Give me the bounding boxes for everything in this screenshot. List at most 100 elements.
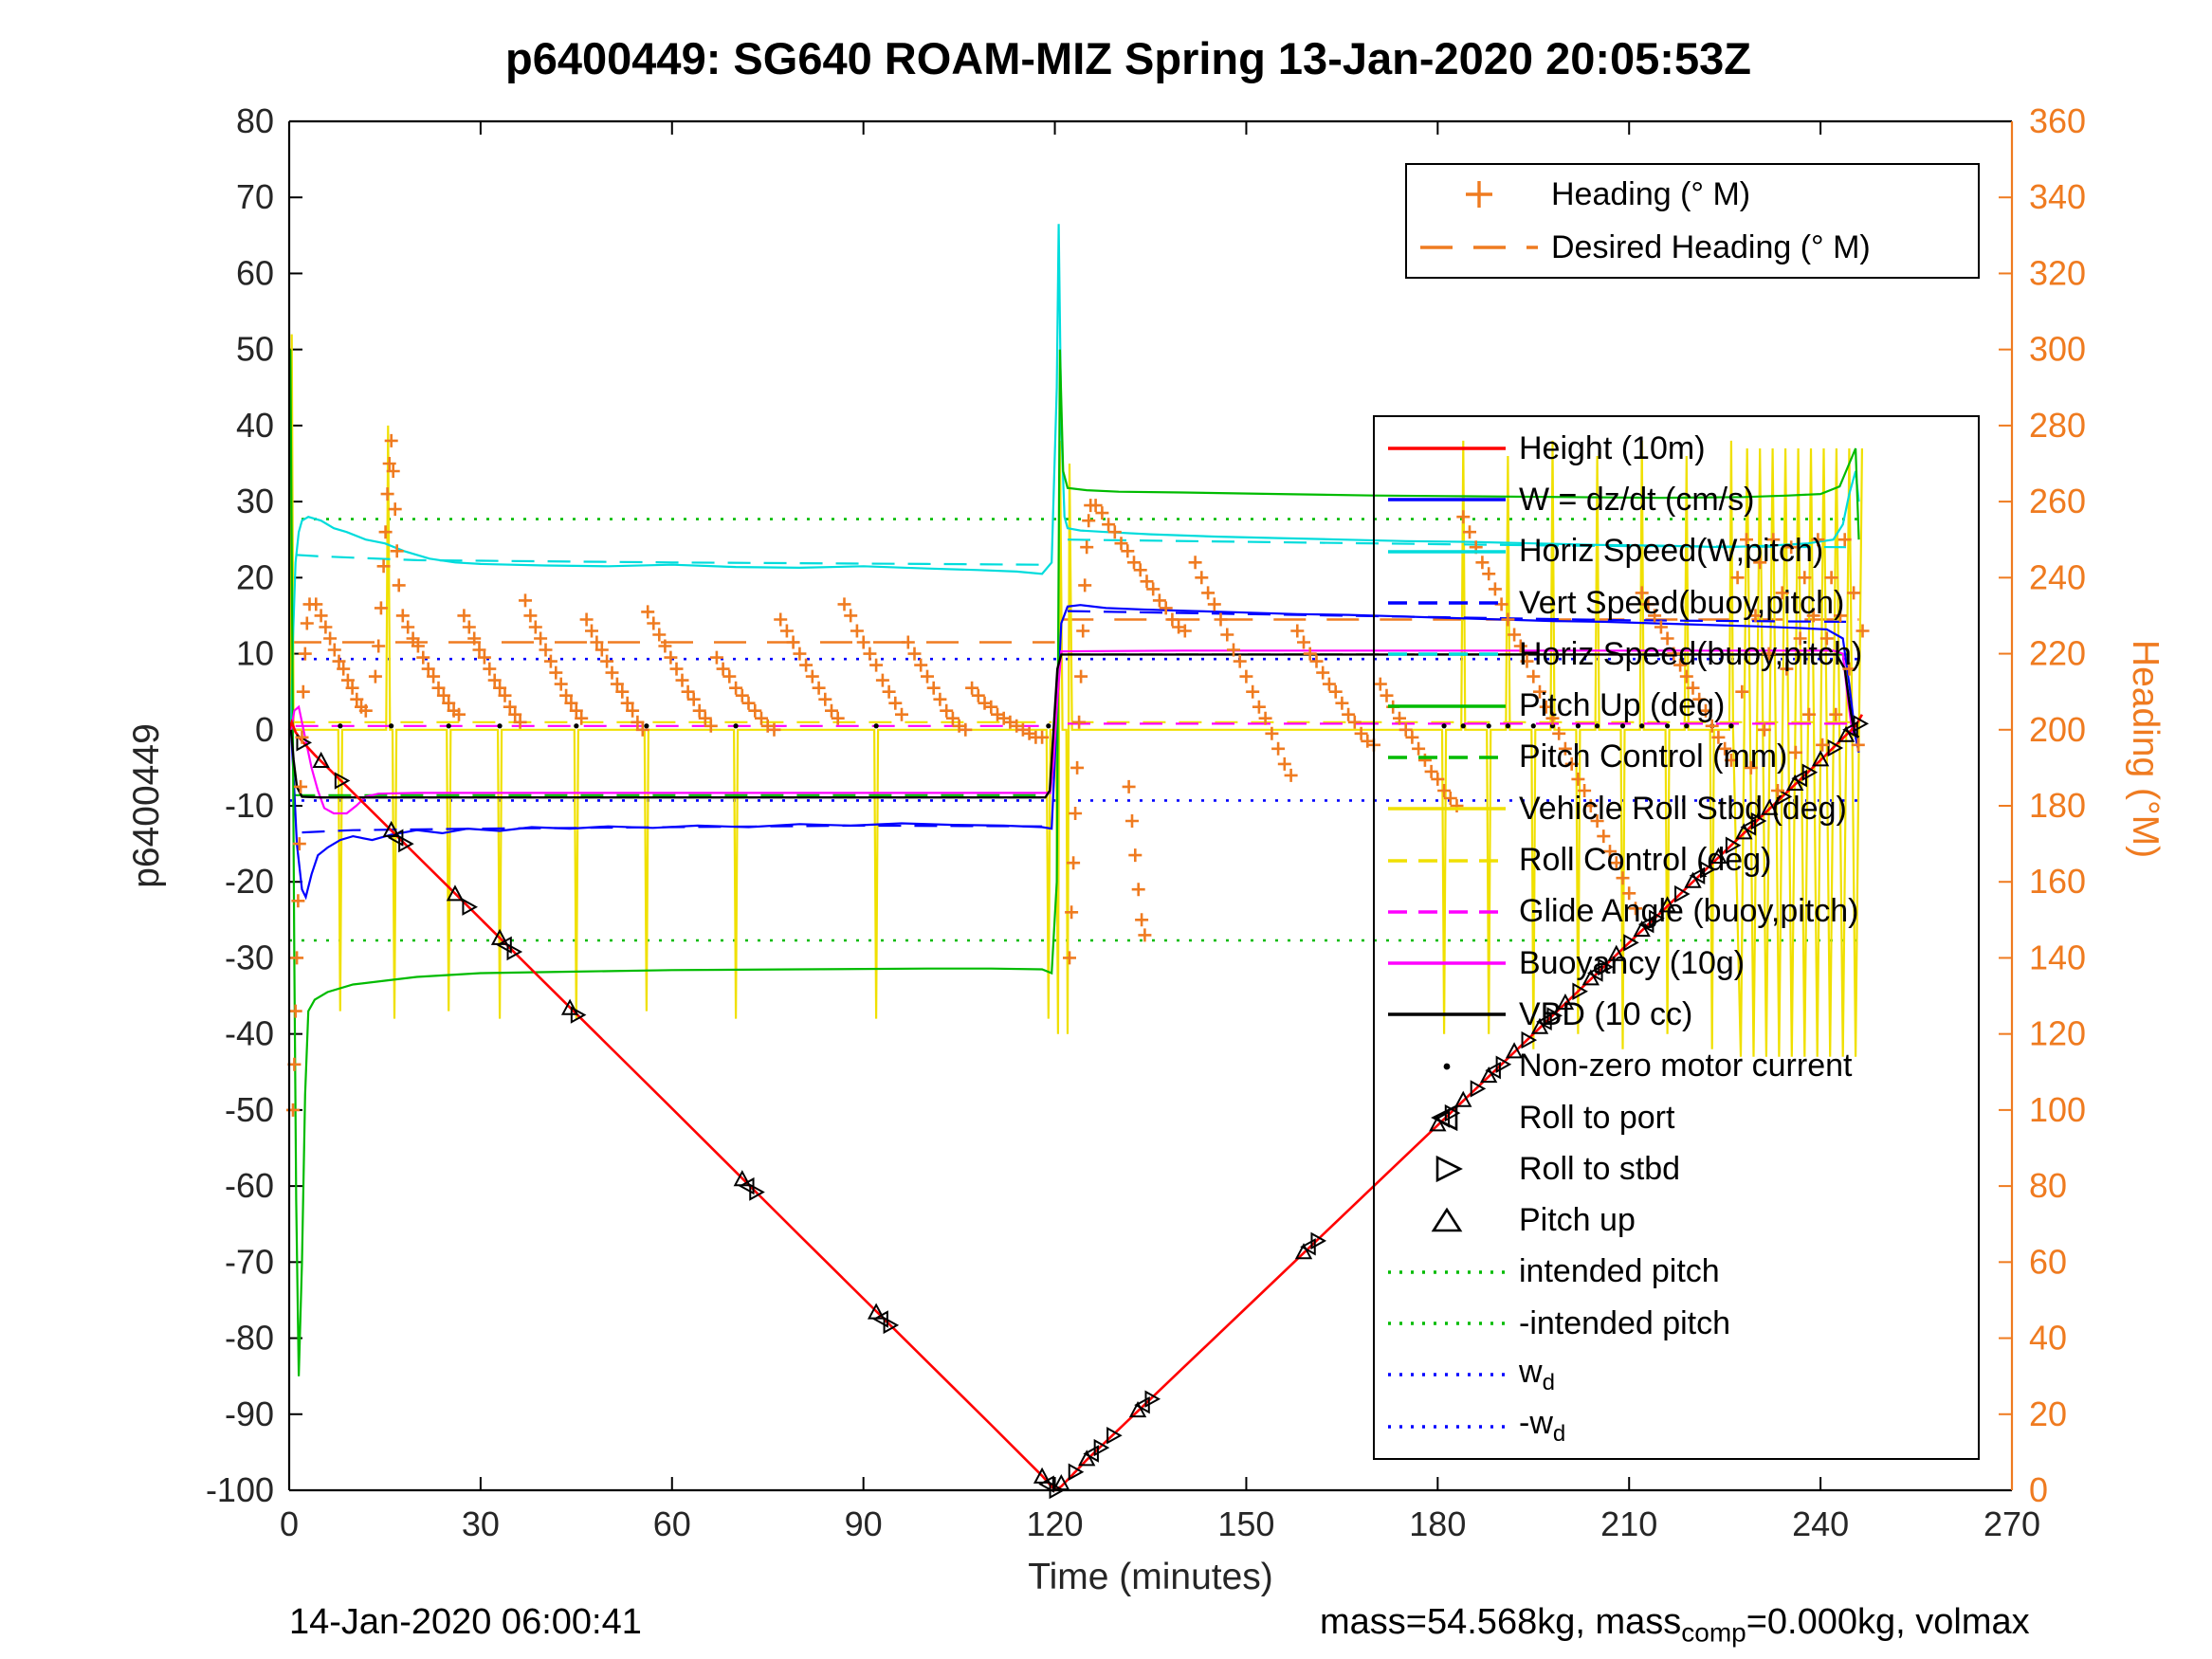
x-tick-label: 30 [462, 1504, 500, 1543]
y-left-tick-label: -40 [225, 1014, 274, 1053]
legend-item-intended-pitch: -intended pitch [1375, 1298, 1978, 1349]
y-left-tick-label: -50 [225, 1090, 274, 1129]
legend-sample [1431, 1103, 1458, 1132]
x-tick-label: 240 [1792, 1504, 1849, 1543]
footer-timestamp: 14-Jan-2020 06:00:41 [289, 1602, 642, 1642]
y-right-tick-label: 120 [2029, 1014, 2086, 1053]
y-right-tick-label: 360 [2029, 101, 2086, 140]
axis-ticks: 0 30 60 90 120 150 180 210 240 270-100-90-80-70-6… [206, 101, 2086, 1543]
x-tick-label: 150 [1217, 1504, 1274, 1543]
y-left-tick-label: 30 [236, 482, 274, 520]
legend-sample-holder [1375, 1000, 1519, 1029]
legend-item-vert-speed-buoy-pitch: Vert Speed(buoy,pitch) [1375, 577, 1978, 629]
legend-sample [1388, 1322, 1506, 1325]
legend-item-vehicle-roll-stbd-deg: Vehicle Roll Stbd (deg) [1375, 783, 1978, 834]
y-right-tick-label: 320 [2029, 253, 2086, 292]
y-right-tick-label: 220 [2029, 634, 2086, 673]
y-right-tick-label: 300 [2029, 330, 2086, 369]
legend-label: Vehicle Roll Stbd (deg) [1519, 790, 1847, 827]
markers-roll-to-stbd [296, 715, 1870, 1500]
legend-sample-holder [1375, 1103, 1519, 1132]
y-left-tick-label: 60 [236, 253, 274, 292]
legend-sample-holder [1375, 898, 1519, 926]
series-height [287, 714, 1864, 1492]
x-tick-label: 60 [653, 1504, 691, 1543]
legend-sample [1388, 601, 1506, 605]
legend-sample-holder [1375, 692, 1519, 720]
legend-sample [1443, 1063, 1451, 1070]
legend-sample-holder [1375, 847, 1519, 875]
legend-sample-holder [1375, 434, 1519, 463]
legend-sample [1466, 181, 1492, 208]
legend-label: Roll Control (deg) [1519, 842, 1772, 879]
marker-series [286, 433, 1870, 1500]
y-left-tick-label: 0 [255, 710, 274, 749]
legend-sample [1388, 756, 1506, 759]
legend-item-intended-pitch: intended pitch [1375, 1247, 1978, 1298]
y-left-tick-label: -60 [225, 1166, 274, 1205]
legend-sample-holder [1375, 1258, 1519, 1286]
legend-label: Pitch Control (mm) [1519, 738, 1788, 775]
series-horiz-speed-buoy-dive [295, 554, 1043, 566]
y-right-tick-label: 160 [2029, 862, 2086, 901]
legend-sample [1388, 652, 1506, 657]
legend-sample-holder [1375, 485, 1519, 514]
legend-item-desired-heading-m: Desired Heading (° M) [1407, 221, 1978, 274]
y-right-tick-label: 0 [2029, 1470, 2048, 1509]
legend-item-horiz-speed-buoy-pitch: Horiz Speed(buoy,pitch) [1375, 629, 1978, 680]
legend-label: Height (10m) [1519, 429, 1706, 466]
legend-sample-holder [1375, 743, 1519, 772]
y-left-tick-label: -100 [206, 1470, 274, 1509]
y-right-tick-label: 20 [2029, 1395, 2067, 1433]
legend-sample-holder [1407, 180, 1551, 209]
x-tick-label: 270 [1983, 1504, 2040, 1543]
x-tick-label: 90 [845, 1504, 883, 1543]
legend-item-pitch-up: Pitch up [1375, 1194, 1978, 1246]
legend-sample [1388, 1270, 1506, 1274]
y-right-tick-label: 280 [2029, 406, 2086, 445]
mass-subscript: comp [1681, 1617, 1746, 1648]
y-left-tick-label: -10 [225, 786, 274, 825]
legend-item-pitch-control-mm: Pitch Control (mm) [1375, 732, 1978, 783]
legend-sample [1388, 447, 1506, 450]
legend-sample-holder [1375, 794, 1519, 823]
legend-sample-holder [1375, 949, 1519, 977]
legend-item-roll-to-port: Roll to port [1375, 1092, 1978, 1143]
legend-label: Vert Speed(buoy,pitch) [1519, 584, 1845, 621]
legend-sample [1388, 550, 1506, 554]
y-right-tick-label: 80 [2029, 1166, 2067, 1205]
legend-item-height-10m: Height (10m) [1375, 423, 1978, 474]
legend-sample-holder [1375, 1309, 1519, 1338]
legend-sample-holder [1375, 1360, 1519, 1389]
series-pitch-up [289, 349, 1860, 1376]
legend-sample [1388, 498, 1506, 502]
y-left-tick-label: 70 [236, 177, 274, 216]
series-horiz-speed-w [289, 224, 1860, 730]
y-left-tick-label: 50 [236, 330, 274, 369]
legend-label: Pitch up [1519, 1202, 1636, 1239]
legend-label: VBD (10 cc) [1519, 995, 1693, 1032]
y-right-tick-label: 200 [2029, 710, 2086, 749]
legend-label: Heading (° M) [1551, 175, 1751, 212]
legend-item-vbd-10-cc: VBD (10 cc) [1375, 989, 1978, 1040]
y-right-tick-label: 140 [2029, 938, 2086, 976]
mass-suffix: =0.000kg, volmax [1746, 1602, 2030, 1642]
y-left-tick-label: -90 [225, 1395, 274, 1433]
series-w-dzdt [289, 604, 1860, 901]
y-right-tick-label: 60 [2029, 1242, 2067, 1281]
legend-item-non-zero-motor-current: Non-zero motor current [1375, 1041, 1978, 1092]
x-tick-label: 0 [280, 1504, 299, 1543]
legend-label: Roll to stbd [1519, 1150, 1681, 1187]
series-horiz-speed-buoy-climb [1067, 538, 1847, 549]
legend-sample-holder [1375, 1413, 1519, 1441]
legend-sample [1388, 858, 1506, 863]
y-right-tick-label: 260 [2029, 482, 2086, 520]
legend-sample-holder [1407, 233, 1551, 262]
legend-sample [1431, 1207, 1463, 1231]
y-right-tick-label: 340 [2029, 177, 2086, 216]
legend-main: Height (10m) W = dz/dt (cm/s) Horiz Speed(… [1373, 415, 1980, 1460]
legend-label: Glide Angle (buoy,pitch) [1519, 893, 1859, 930]
legend-sample-holder [1375, 589, 1519, 617]
y-right-tick-label: 180 [2029, 786, 2086, 825]
